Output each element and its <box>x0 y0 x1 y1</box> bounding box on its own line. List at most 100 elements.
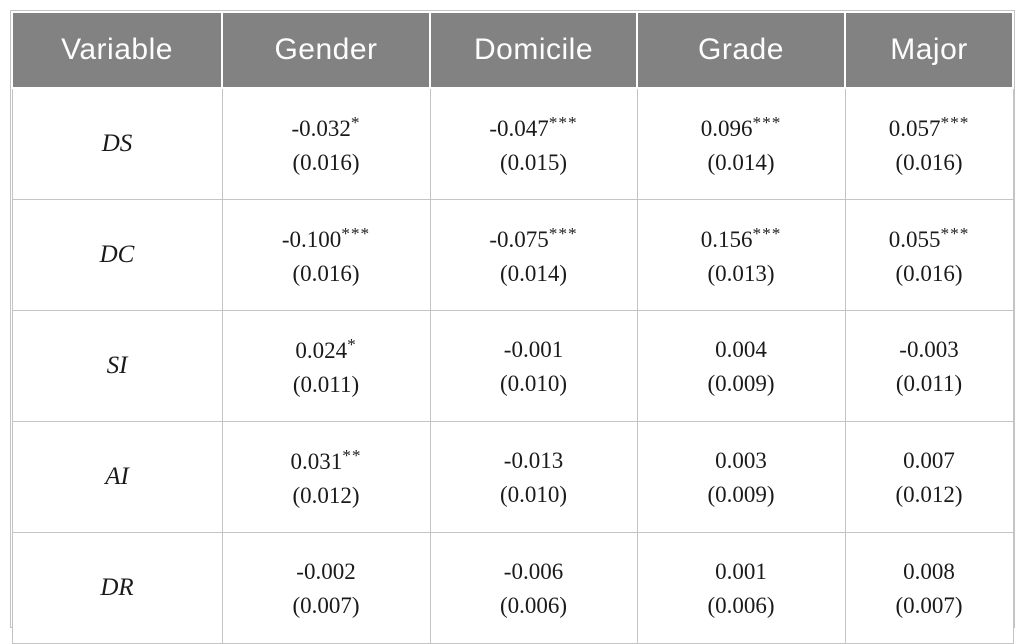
standard-error: (0.014) <box>499 260 568 286</box>
table-row: AI 0.031** (0.012) -0.013 (0.010) 0.003 (0.009… <box>11 421 1014 533</box>
estimate-value: -0.075 <box>489 227 549 253</box>
value-cell: -0.100*** (0.016) <box>221 199 431 311</box>
standard-error: (0.011) <box>292 371 360 397</box>
value-cell: -0.013 (0.010) <box>429 421 638 533</box>
variable-label: AI <box>105 463 129 490</box>
standard-error: (0.016) <box>292 260 360 286</box>
variable-cell: SI <box>11 310 223 422</box>
coefficient-estimate: 0.007 <box>847 444 1012 479</box>
standard-error: (0.010) <box>499 481 568 507</box>
standard-error: (0.016) <box>895 149 963 175</box>
significance-stars: *** <box>548 224 578 244</box>
standard-error: (0.016) <box>895 260 963 286</box>
estimate-value: -0.001 <box>503 337 564 363</box>
estimate-value: -0.032 <box>291 116 351 142</box>
standard-error: (0.011) <box>895 370 963 396</box>
estimate-value: -0.100 <box>281 227 342 253</box>
standard-error: (0.013) <box>707 260 775 286</box>
variable-label: DS <box>101 130 133 157</box>
value-cell: 0.031** (0.012) <box>221 421 431 533</box>
significance-stars: *** <box>752 113 782 133</box>
variable-cell: AI <box>11 421 223 533</box>
variable-cell: DR <box>11 532 223 644</box>
estimate-value: 0.055 <box>888 227 941 253</box>
standard-error: (0.006) <box>707 592 775 618</box>
significance-stars: *** <box>940 224 970 244</box>
standard-error: (0.009) <box>707 481 775 507</box>
value-cell: 0.004 (0.009) <box>636 310 846 422</box>
coefficient-estimate: -0.003 <box>847 333 1012 368</box>
header-major: Major <box>844 11 1014 89</box>
standard-error: (0.012) <box>895 481 963 507</box>
value-cell: -0.075*** (0.014) <box>429 199 638 311</box>
coefficient-estimate: 0.031** <box>224 443 429 479</box>
significance-stars: *** <box>341 224 371 244</box>
standard-error: (0.014) <box>707 149 775 175</box>
estimate-value: 0.003 <box>715 448 767 474</box>
coefficient-estimate: -0.075*** <box>432 221 636 257</box>
value-cell: 0.096*** (0.014) <box>636 87 846 200</box>
header-gender: Gender <box>221 11 431 89</box>
variable-cell: DS <box>11 87 223 200</box>
estimate-value: 0.008 <box>903 559 955 585</box>
header-variable: Variable <box>11 11 223 89</box>
coefficient-estimate: 0.096*** <box>639 110 844 146</box>
value-cell: 0.156*** (0.013) <box>636 199 846 311</box>
value-cell: 0.001 (0.006) <box>636 532 846 644</box>
value-cell: 0.007 (0.012) <box>844 421 1014 533</box>
coefficient-estimate: 0.003 <box>639 444 844 479</box>
significance-stars: *** <box>548 113 578 133</box>
estimate-value: -0.047 <box>489 116 549 142</box>
value-cell: -0.001 (0.010) <box>429 310 638 422</box>
significance-stars: *** <box>940 113 970 133</box>
estimate-value: -0.002 <box>296 559 356 585</box>
variable-label: SI <box>106 352 128 379</box>
value-cell: 0.055*** (0.016) <box>844 199 1014 311</box>
value-cell: 0.024* (0.011) <box>221 310 431 422</box>
table-body: DS -0.032* (0.016) -0.047*** (0.015) 0.096***… <box>11 87 1014 644</box>
coefficient-estimate: -0.100*** <box>224 221 429 257</box>
value-cell: -0.047*** (0.015) <box>429 87 638 200</box>
coefficient-estimate: -0.032* <box>224 110 429 146</box>
estimate-value: -0.003 <box>899 337 959 363</box>
coefficient-estimate: 0.055*** <box>847 221 1012 257</box>
coefficient-estimate: 0.057*** <box>847 110 1012 146</box>
estimate-value: 0.004 <box>715 337 767 363</box>
significance-stars: * <box>347 335 357 355</box>
table-header: Variable Gender Domicile Grade Major <box>11 11 1014 89</box>
estimate-value: 0.031 <box>290 449 343 475</box>
value-cell: -0.002 (0.007) <box>221 532 431 644</box>
coefficient-estimate: -0.047*** <box>432 110 636 146</box>
variable-label: DC <box>99 241 135 268</box>
coefficient-estimate: -0.001 <box>432 333 636 368</box>
estimate-value: -0.013 <box>503 448 564 474</box>
significance-stars: ** <box>342 446 362 466</box>
coefficient-estimate: 0.004 <box>639 333 844 368</box>
header-row: Variable Gender Domicile Grade Major <box>11 11 1014 89</box>
variable-label: DR <box>100 574 134 601</box>
value-cell: -0.032* (0.016) <box>221 87 431 200</box>
value-cell: -0.003 (0.011) <box>844 310 1014 422</box>
value-cell: 0.057*** (0.016) <box>844 87 1014 200</box>
regression-table-container: Variable Gender Domicile Grade Major DS -… <box>10 10 1015 644</box>
significance-stars: * <box>350 113 361 133</box>
table-row: DS -0.032* (0.016) -0.047*** (0.015) 0.096***… <box>11 87 1014 200</box>
coefficient-estimate: 0.024* <box>224 332 429 368</box>
table-row: DC -0.100*** (0.016) -0.075*** (0.014) 0.156*… <box>11 199 1014 311</box>
standard-error: (0.007) <box>895 592 963 618</box>
coefficient-estimate: -0.006 <box>432 555 636 590</box>
table-row: SI 0.024* (0.011) -0.001 (0.010) 0.004 (0.009)… <box>11 310 1014 422</box>
table-row: DR -0.002 (0.007) -0.006 (0.006) 0.001 (0.006)… <box>11 532 1014 644</box>
standard-error: (0.009) <box>707 370 775 396</box>
standard-error: (0.006) <box>499 592 568 618</box>
standard-error: (0.012) <box>292 482 360 508</box>
coefficient-estimate: -0.002 <box>224 555 429 590</box>
estimate-value: 0.156 <box>700 227 753 253</box>
standard-error: (0.016) <box>292 149 360 175</box>
value-cell: -0.006 (0.006) <box>429 532 638 644</box>
estimate-value: 0.096 <box>700 116 753 142</box>
coefficient-estimate: 0.001 <box>639 555 844 590</box>
standard-error: (0.010) <box>499 370 568 396</box>
coefficient-estimate: 0.156*** <box>639 221 844 257</box>
estimate-value: 0.024 <box>295 338 348 364</box>
